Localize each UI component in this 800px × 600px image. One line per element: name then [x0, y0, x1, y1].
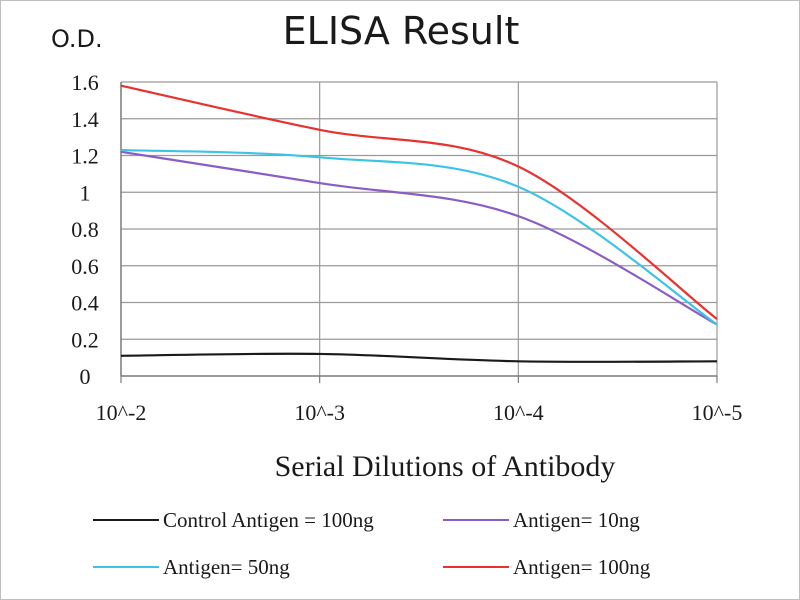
y-tick-label: 1	[80, 180, 91, 205]
x-tick-labels: 10^-2 10^-3 10^-4 10^-5	[96, 400, 743, 425]
x-tick-label: 10^-4	[493, 400, 544, 425]
y-tick-label: 0.4	[71, 291, 99, 316]
legend-label-2: Antigen= 10ng	[513, 508, 640, 532]
series-line-4	[120, 84, 718, 320]
x-axis-label: Serial Dilutions of Antibody	[275, 450, 616, 483]
y-tick-label: 1.2	[71, 144, 99, 169]
legend-label-1: Control Antigen = 100ng	[163, 508, 374, 532]
x-tick-label: 10^-3	[294, 400, 345, 425]
series-line-3	[120, 148, 718, 326]
series-line-2	[120, 150, 718, 326]
legend-label-3: Antigen= 50ng	[163, 555, 290, 579]
axes	[120, 82, 718, 383]
series-lines	[120, 84, 718, 363]
y-tick-label: 1.6	[71, 70, 99, 95]
y-tick-label: 1.4	[71, 107, 99, 132]
grid-lines	[121, 81, 718, 376]
chart-title: ELISA Result	[282, 9, 520, 53]
legend-label-4: Antigen= 100ng	[513, 555, 651, 579]
y-tick-label: 0.6	[71, 254, 99, 279]
y-tick-labels: 0 0.2 0.4 0.6 0.8 1 1.2 1.4 1.6	[71, 70, 99, 389]
legend: Control Antigen = 100ng Antigen= 10ng Anti…	[93, 508, 651, 579]
y-tick-label: 0.2	[71, 327, 99, 352]
y-tick-label: 0.8	[71, 217, 99, 242]
x-tick-label: 10^-2	[96, 400, 147, 425]
x-tick-label: 10^-5	[692, 400, 743, 425]
series-line-1	[120, 352, 718, 363]
y-tick-label: 0	[80, 364, 91, 389]
y-axis-label: O.D.	[51, 25, 103, 53]
